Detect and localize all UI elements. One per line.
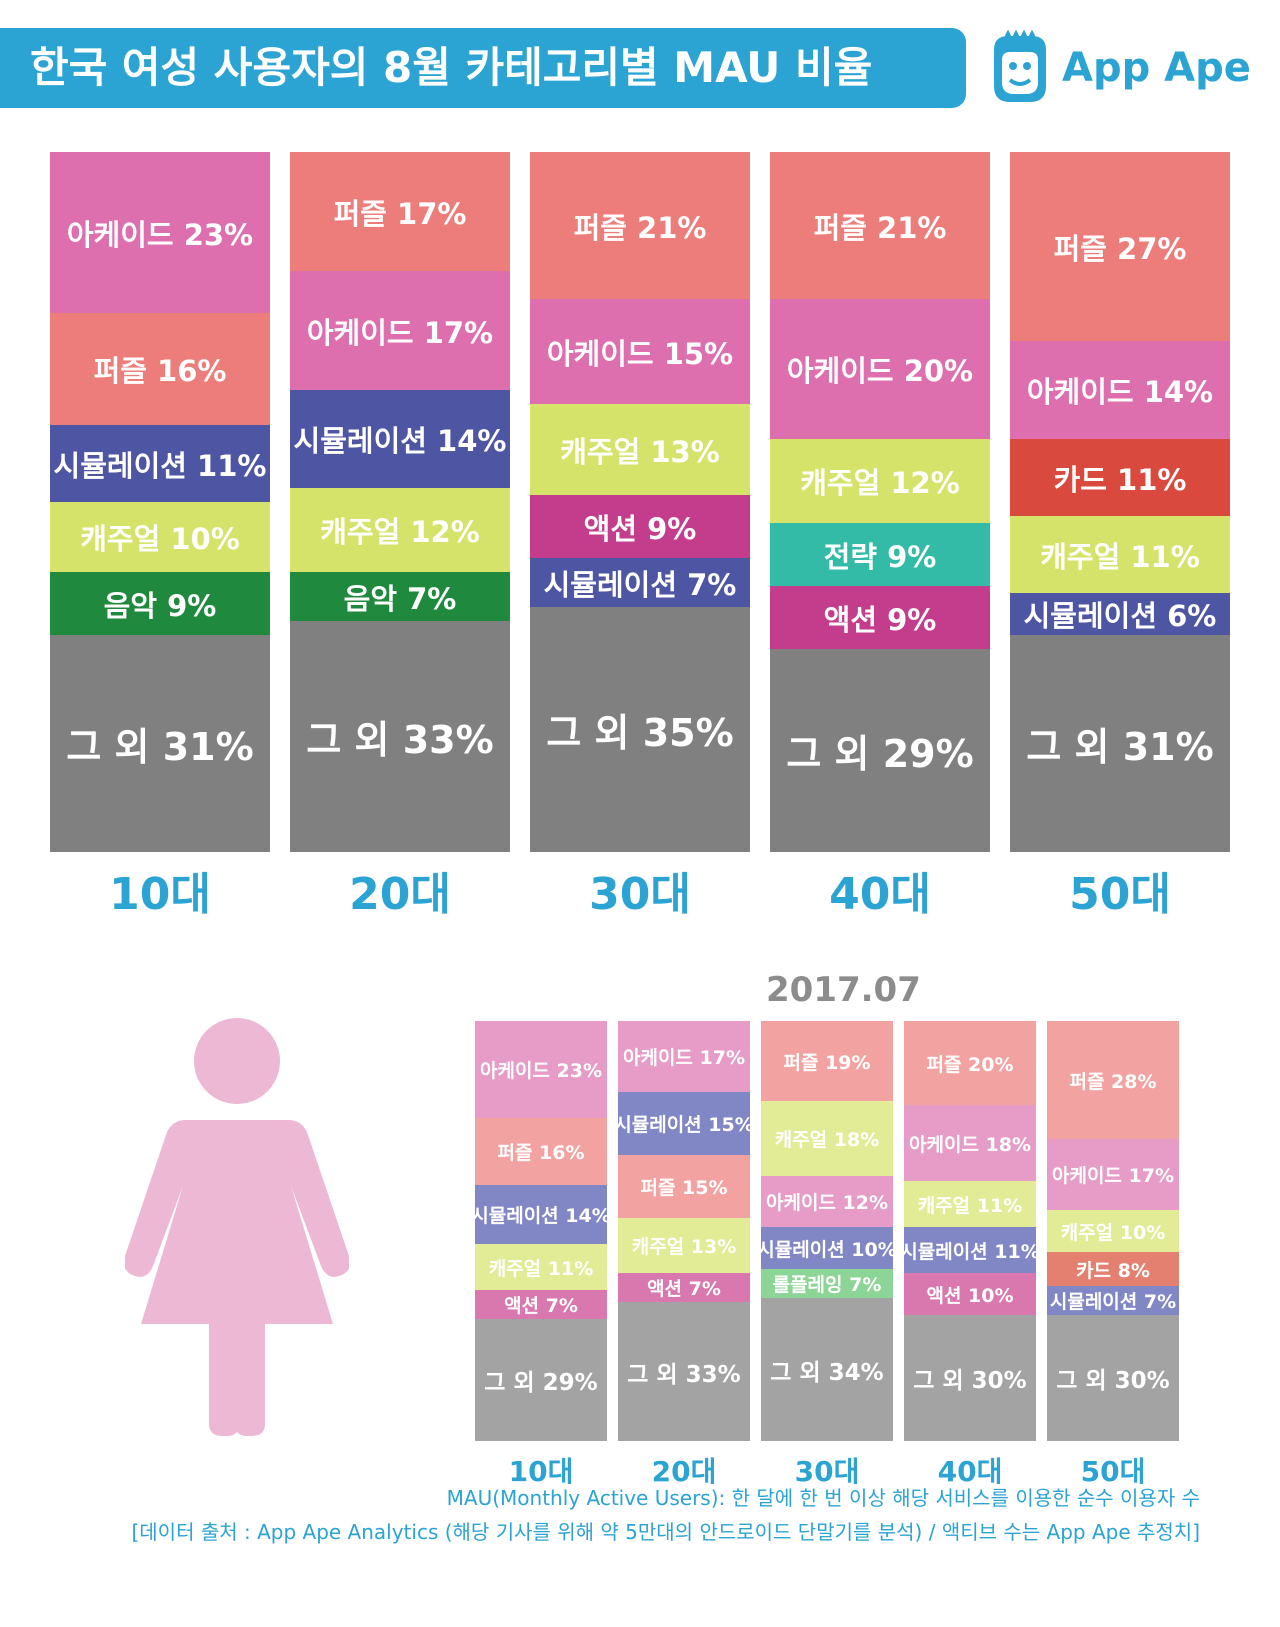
stacked-bar-30대: 퍼즐 21% 아케이드 15% 캐주얼 13% 액션 9% 시뮬레이션 7% 그 외 35… xyxy=(530,152,750,852)
bar-segment: 아케이드 20% xyxy=(770,299,990,439)
bar-segment: 시뮬레이션 14% xyxy=(290,390,510,488)
x-axis-label: 50대 xyxy=(1080,1455,1146,1488)
bar-segment: 퍼즐 16% xyxy=(50,313,270,425)
bar-segment: 캐주얼 10% xyxy=(50,502,270,572)
bar-segment: 캐주얼 10% xyxy=(1047,1210,1179,1252)
bar-segment: 시뮬레이션 14% xyxy=(475,1185,607,1244)
bar-segment: 아케이드 17% xyxy=(290,271,510,390)
stacked-bar-50대: 퍼즐 28% 아케이드 17% 캐주얼 10% 카드 8% 시뮬레이션 7% 그 외 30… xyxy=(1047,1021,1179,1441)
chart-july-title: 2017.07 xyxy=(766,970,921,1010)
bar-segment: 음악 7% xyxy=(290,572,510,621)
bar-segment: 그 외 31% xyxy=(50,635,270,852)
x-axis-label: 30대 xyxy=(794,1455,860,1488)
bar-segment: 그 외 33% xyxy=(290,621,510,852)
bar-segment: 아케이드 23% xyxy=(475,1021,607,1118)
bar-segment: 퍼즐 21% xyxy=(530,152,750,299)
bar-segment: 그 외 29% xyxy=(770,649,990,852)
x-axis-label: 20대 xyxy=(651,1455,717,1488)
bar-segment: 액션 7% xyxy=(618,1273,750,1302)
x-axis-label: 20대 xyxy=(349,869,451,920)
bar-segment: 퍼즐 15% xyxy=(618,1155,750,1218)
bar-segment: 퍼즐 27% xyxy=(1010,152,1230,341)
bar-segment: 액션 9% xyxy=(770,586,990,649)
bar-segment: 캐주얼 11% xyxy=(475,1244,607,1290)
woman-icon xyxy=(125,1018,349,1436)
bar-segment: 시뮬레이션 10% xyxy=(761,1227,893,1269)
bar-segment: 캐주얼 12% xyxy=(290,488,510,572)
bar-segment: 시뮬레이션 11% xyxy=(904,1227,1036,1273)
bar-segment: 음악 9% xyxy=(50,572,270,635)
bar-segment: 캐주얼 13% xyxy=(530,404,750,495)
bar-segment: 퍼즐 21% xyxy=(770,152,990,299)
stacked-bar-40대: 퍼즐 21% 아케이드 20% 캐주얼 12% 전략 9% 액션 9% 그 외 29% xyxy=(770,152,990,852)
stacked-bar-10대: 아케이드 23% 퍼즐 16% 시뮬레이션 11% 캐주얼 10% 음악 9% 그 외 3… xyxy=(50,152,270,852)
bar-segment: 그 외 34% xyxy=(761,1298,893,1441)
bar-segment: 아케이드 15% xyxy=(530,299,750,404)
bar-segment: 캐주얼 13% xyxy=(618,1218,750,1273)
stacked-bar-10대: 아케이드 23% 퍼즐 16% 시뮬레이션 14% 캐주얼 11% 액션 7% 그 외 2… xyxy=(475,1021,607,1441)
bar-segment: 액션 10% xyxy=(904,1273,1036,1315)
logo-text: App Ape xyxy=(1062,45,1251,91)
bar-segment: 액션 9% xyxy=(530,495,750,558)
bar-segment: 시뮬레이션 6% xyxy=(1010,593,1230,635)
ape-face-icon xyxy=(994,30,1046,102)
bar-segment: 아케이드 23% xyxy=(50,152,270,313)
bar-segment: 아케이드 17% xyxy=(1047,1139,1179,1210)
bar-segment: 카드 11% xyxy=(1010,439,1230,516)
stacked-bar-20대: 아케이드 17% 시뮬레이션 15% 퍼즐 15% 캐주얼 13% 액션 7% 그 외 3… xyxy=(618,1021,750,1441)
x-axis-label: 50대 xyxy=(1069,869,1171,920)
bar-segment: 롤플레잉 7% xyxy=(761,1269,893,1298)
x-axis-label: 40대 xyxy=(829,869,931,920)
bar-segment: 퍼즐 19% xyxy=(761,1021,893,1101)
bar-segment: 시뮬레이션 7% xyxy=(530,558,750,607)
bar-segment: 시뮬레이션 15% xyxy=(618,1092,750,1155)
bar-segment: 아케이드 14% xyxy=(1010,341,1230,439)
bar-segment: 그 외 31% xyxy=(1010,635,1230,852)
bar-segment: 캐주얼 12% xyxy=(770,439,990,523)
stacked-bar-30대: 퍼즐 19% 캐주얼 18% 아케이드 12% 시뮬레이션 10% 롤플레잉 7% 그 외… xyxy=(761,1021,893,1441)
page-title: 한국 여성 사용자의 8월 카테고리별 MAU 비율 xyxy=(30,43,873,92)
stacked-bar-20대: 퍼즐 17% 아케이드 17% 시뮬레이션 14% 캐주얼 12% 음악 7% 그 외 3… xyxy=(290,152,510,852)
bar-segment: 캐주얼 11% xyxy=(904,1181,1036,1227)
bar-segment: 액션 7% xyxy=(475,1290,607,1319)
bar-segment: 시뮬레이션 7% xyxy=(1047,1286,1179,1315)
app-ape-logo: App Ape xyxy=(986,28,1256,108)
stacked-bar-50대: 퍼즐 27% 아케이드 14% 카드 11% 캐주얼 11% 시뮬레이션 6% 그 외 3… xyxy=(1010,152,1230,852)
x-axis-label: 10대 xyxy=(109,869,211,920)
bar-segment: 퍼즐 17% xyxy=(290,152,510,271)
x-axis-label: 30대 xyxy=(589,869,691,920)
bar-segment: 캐주얼 11% xyxy=(1010,516,1230,593)
mau-definition: MAU(Monthly Active Users): 한 달에 한 번 이상 해… xyxy=(446,1486,1200,1510)
stacked-bar-40대: 퍼즐 20% 아케이드 18% 캐주얼 11% 시뮬레이션 11% 액션 10% 그 외 … xyxy=(904,1021,1036,1441)
bar-segment: 그 외 29% xyxy=(475,1319,607,1441)
bar-segment: 퍼즐 16% xyxy=(475,1118,607,1185)
bar-segment: 퍼즐 20% xyxy=(904,1021,1036,1105)
bar-segment: 카드 8% xyxy=(1047,1252,1179,1286)
title-banner: 한국 여성 사용자의 8월 카테고리별 MAU 비율 xyxy=(0,28,966,108)
bar-segment: 아케이드 17% xyxy=(618,1021,750,1092)
bar-segment: 시뮬레이션 11% xyxy=(50,425,270,502)
bar-segment: 아케이드 12% xyxy=(761,1176,893,1227)
bar-segment: 캐주얼 18% xyxy=(761,1101,893,1176)
x-axis-label: 40대 xyxy=(937,1455,1003,1488)
x-axis-label: 10대 xyxy=(508,1455,574,1488)
bar-segment: 퍼즐 28% xyxy=(1047,1021,1179,1139)
bar-segment: 전략 9% xyxy=(770,523,990,586)
bar-segment: 그 외 30% xyxy=(904,1315,1036,1441)
data-source-note: [데이터 출처 : App Ape Analytics (해당 기사를 위해 약… xyxy=(131,1520,1200,1544)
bar-segment: 아케이드 18% xyxy=(904,1105,1036,1181)
bar-segment: 그 외 30% xyxy=(1047,1315,1179,1441)
bar-segment: 그 외 33% xyxy=(618,1302,750,1441)
bar-segment: 그 외 35% xyxy=(530,607,750,852)
